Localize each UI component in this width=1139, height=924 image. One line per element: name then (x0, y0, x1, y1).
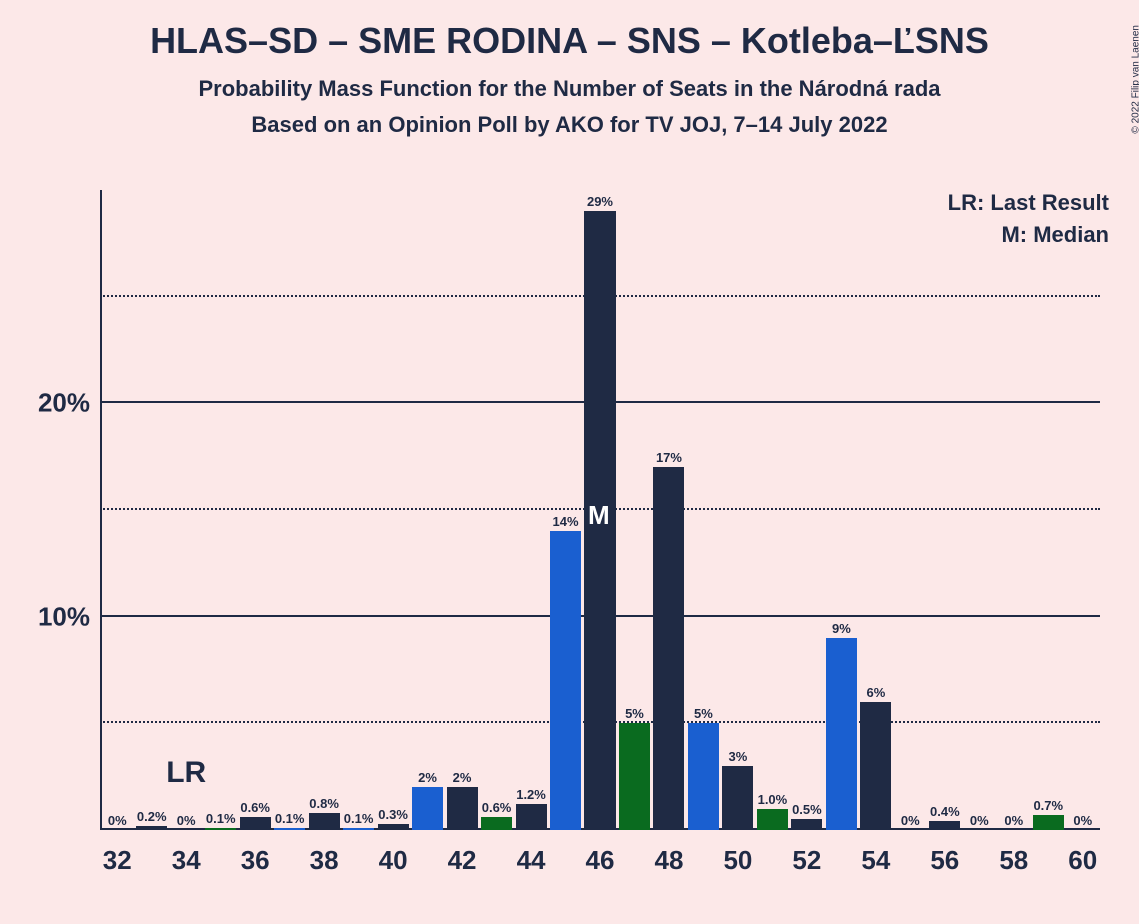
bar-value-label: 0.1% (344, 811, 374, 828)
bar: 0.1% (343, 828, 374, 830)
x-axis-label: 56 (930, 845, 959, 876)
x-axis-label: 36 (241, 845, 270, 876)
bar: 2% (447, 787, 478, 830)
bar-value-label: 1.0% (758, 792, 788, 809)
x-axis-label: 32 (103, 845, 132, 876)
bar-value-label: 0% (1004, 813, 1023, 830)
bar-value-label: 0.4% (930, 804, 960, 821)
bar: 1.2% (516, 804, 547, 830)
x-axis-label: 40 (379, 845, 408, 876)
median-marker: M (588, 500, 610, 531)
bar-value-label: 14% (553, 514, 579, 531)
bar-value-label: 5% (694, 706, 713, 723)
bar-value-label: 3% (729, 749, 748, 766)
x-axis-label: 48 (654, 845, 683, 876)
bar-value-label: 0.1% (275, 811, 305, 828)
y-axis-label: 10% (38, 601, 90, 632)
y-axis-line (100, 190, 102, 830)
bar-value-label: 2% (453, 770, 472, 787)
bar-value-label: 0.6% (482, 800, 512, 817)
bar: 17% (653, 467, 684, 830)
x-axis-label: 34 (172, 845, 201, 876)
y-axis-label: 20% (38, 388, 90, 419)
x-axis-label: 46 (586, 845, 615, 876)
bar-value-label: 5% (625, 706, 644, 723)
bar-value-label: 29% (587, 194, 613, 211)
bar: 5% (688, 723, 719, 830)
copyright-text: © 2022 Filip van Laenen (1131, 25, 1139, 134)
bar-value-label: 0.1% (206, 811, 236, 828)
x-axis-label: 50 (723, 845, 752, 876)
bar: 6% (860, 702, 891, 830)
bar-value-label: 17% (656, 450, 682, 467)
bar: 0.1% (274, 828, 305, 830)
bar: 0.5% (791, 819, 822, 830)
x-axis-label: 58 (999, 845, 1028, 876)
bar-value-label: 0% (108, 813, 127, 830)
bar: 0.4% (929, 821, 960, 830)
bar-value-label: 2% (418, 770, 437, 787)
bar: 1.0% (757, 809, 788, 830)
x-axis-label: 54 (861, 845, 890, 876)
bar-value-label: 0.2% (137, 809, 167, 826)
bar: 5% (619, 723, 650, 830)
bar-value-label: 0% (901, 813, 920, 830)
bar: 9% (826, 638, 857, 830)
bar: 3% (722, 766, 753, 830)
chart-subtitle-1: Probability Mass Function for the Number… (0, 76, 1139, 102)
lr-marker: LR (166, 756, 206, 790)
bar: 0.3% (378, 824, 409, 830)
chart-subtitle-2: Based on an Opinion Poll by AKO for TV J… (0, 112, 1139, 138)
x-axis-label: 44 (517, 845, 546, 876)
bar-value-label: 9% (832, 621, 851, 638)
x-axis-label: 60 (1068, 845, 1097, 876)
bar-value-label: 0% (177, 813, 196, 830)
bar: 0.8% (309, 813, 340, 830)
x-axis-label: 52 (792, 845, 821, 876)
chart-area: 10%20% 0%0.2%0%0.1%0.6%0.1%0.8%0.1%0.3%2… (100, 190, 1100, 830)
bar: 0.7% (1033, 815, 1064, 830)
bar-value-label: 6% (866, 685, 885, 702)
bar: 0.2% (136, 826, 167, 830)
x-axis-label: 42 (448, 845, 477, 876)
bar-value-label: 0% (1073, 813, 1092, 830)
bar: 0.6% (481, 817, 512, 830)
bar-value-label: 0.3% (378, 807, 408, 824)
chart-title: HLAS–SD – SME RODINA – SNS – Kotleba–ĽSN… (0, 0, 1139, 62)
bar-value-label: 0.7% (1033, 798, 1063, 815)
bar-value-label: 0% (970, 813, 989, 830)
bar-value-label: 0.8% (309, 796, 339, 813)
bar: 14% (550, 531, 581, 830)
bar: 2% (412, 787, 443, 830)
bar-value-label: 1.2% (516, 787, 546, 804)
bar: 0.1% (205, 828, 236, 830)
bar-value-label: 0.5% (792, 802, 822, 819)
bar: 0.6% (240, 817, 271, 830)
bar-value-label: 0.6% (240, 800, 270, 817)
x-axis-label: 38 (310, 845, 339, 876)
